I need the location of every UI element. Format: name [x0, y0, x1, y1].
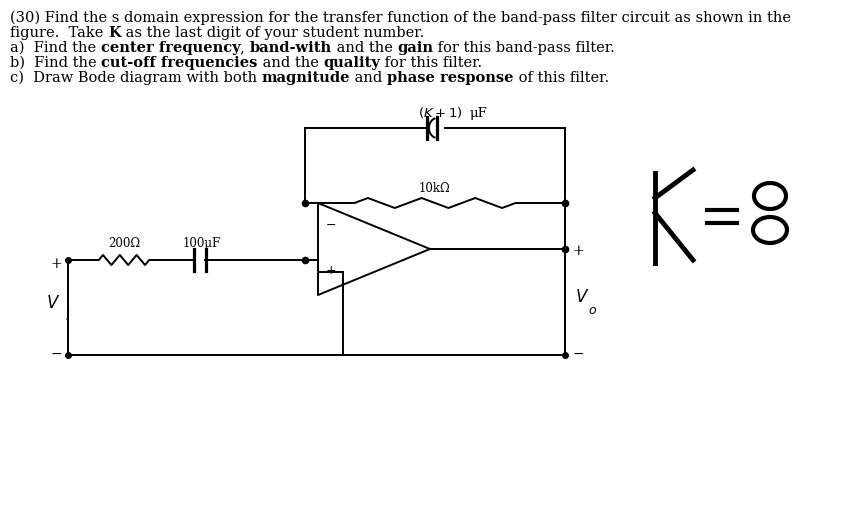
Text: $\mathit{V}$: $\mathit{V}$: [575, 288, 589, 306]
Text: (30) Find the s domain expression for the transfer function of the band-pass fil: (30) Find the s domain expression for th…: [10, 11, 791, 25]
Text: c)  Draw Bode diagram with both: c) Draw Bode diagram with both: [10, 71, 262, 85]
Text: −: −: [50, 347, 62, 361]
Text: $\mathit{o}$: $\mathit{o}$: [588, 304, 597, 316]
Text: ,: ,: [240, 41, 250, 55]
Text: as the last digit of your student number.: as the last digit of your student number…: [121, 26, 424, 40]
Text: gain: gain: [398, 41, 433, 55]
Text: figure.  Take: figure. Take: [10, 26, 108, 40]
Text: −: −: [326, 219, 337, 232]
Text: for this band-pass filter.: for this band-pass filter.: [433, 41, 615, 55]
Text: +: +: [326, 265, 337, 278]
Text: +: +: [50, 257, 62, 271]
Text: for this filter.: for this filter.: [380, 56, 482, 70]
Text: $\mathit{V}$: $\mathit{V}$: [46, 294, 60, 311]
Text: −: −: [573, 347, 585, 361]
Text: and: and: [351, 71, 387, 85]
Text: band-with: band-with: [250, 41, 332, 55]
Text: $\mathit{i}$: $\mathit{i}$: [65, 309, 70, 323]
Text: and the: and the: [332, 41, 398, 55]
Text: $(K+1)$: $(K+1)$: [418, 105, 463, 120]
Text: and the: and the: [258, 56, 323, 70]
Text: K: K: [108, 26, 121, 40]
Text: magnitude: magnitude: [262, 71, 351, 85]
Text: 200Ω: 200Ω: [108, 237, 140, 250]
Text: center frequency: center frequency: [101, 41, 240, 55]
Text: 10kΩ: 10kΩ: [419, 182, 450, 195]
Text: a)  Find the: a) Find the: [10, 41, 101, 55]
Text: +: +: [573, 244, 585, 258]
Text: b)  Find the: b) Find the: [10, 56, 102, 70]
Text: phase response: phase response: [387, 71, 514, 85]
Text: of this filter.: of this filter.: [514, 71, 608, 85]
Text: 100μF: 100μF: [183, 237, 221, 250]
Text: μF: μF: [470, 107, 488, 120]
Text: quality: quality: [323, 56, 380, 70]
Text: cut-off frequencies: cut-off frequencies: [102, 56, 258, 70]
